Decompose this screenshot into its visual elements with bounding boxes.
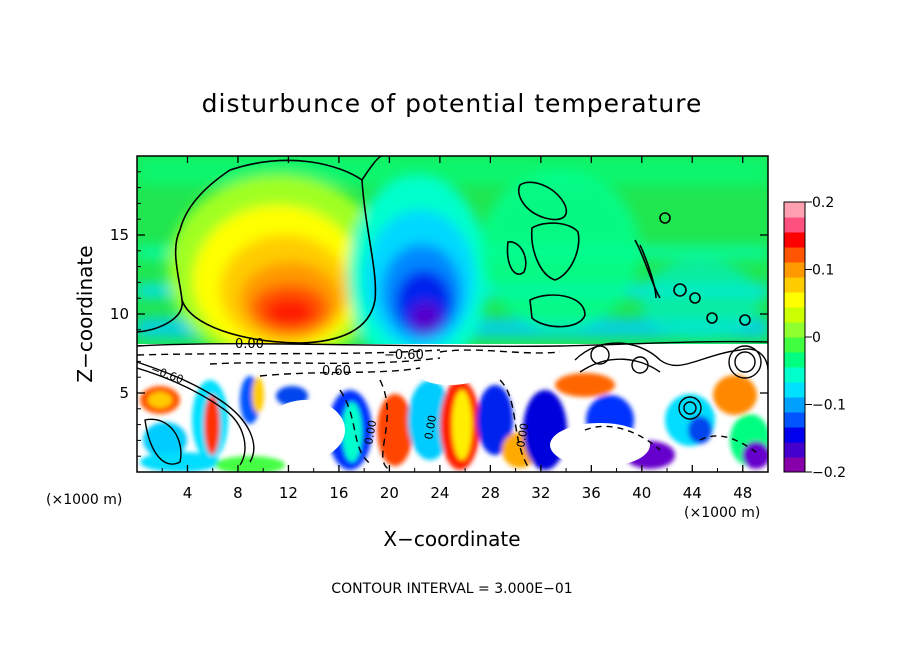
x-tick-label: 36 bbox=[582, 484, 601, 502]
y-tick-label: 10 bbox=[110, 305, 129, 323]
colorbar-swatch bbox=[784, 247, 805, 263]
colorbar-swatch bbox=[784, 352, 805, 368]
contour-lines-lower bbox=[137, 340, 768, 471]
colorbar-swatch bbox=[784, 277, 805, 293]
colorbar-swatch bbox=[784, 457, 805, 473]
x-tick-label: 20 bbox=[380, 484, 399, 502]
colorbar-swatch bbox=[784, 397, 805, 413]
y-axis-label: Z−coordinate bbox=[73, 245, 97, 382]
contour-interval-note: CONTOUR INTERVAL = 3.000E−01 bbox=[331, 581, 572, 597]
chart-title: disturbunce of potential temperature bbox=[202, 89, 703, 118]
x-tick-label: 28 bbox=[481, 484, 500, 502]
colorbar-swatch bbox=[784, 262, 805, 278]
colorbar-ticks: 0.2 0.1 0 −0.1 −0.2 bbox=[805, 195, 846, 481]
x-tick-label: 48 bbox=[733, 484, 752, 502]
colorbar-tick-label: 0 bbox=[812, 330, 821, 346]
contour-lines-upper bbox=[137, 156, 751, 344]
colorbar-swatch bbox=[784, 232, 805, 248]
colorbar-swatch bbox=[784, 412, 805, 428]
x-axis-label: X−coordinate bbox=[383, 527, 520, 551]
x-tick-label: 8 bbox=[233, 484, 243, 502]
colorbar-tick-label: 0.1 bbox=[812, 263, 834, 279]
x-tick-label: 40 bbox=[632, 484, 651, 502]
colorbar-tick-label: 0.2 bbox=[812, 195, 834, 211]
x-axis: 4 8 12 16 20 24 28 32 36 40 44 48 bbox=[161, 156, 752, 502]
colorbar-tick-label: −0.2 bbox=[812, 465, 846, 481]
colorbar-swatch bbox=[784, 292, 805, 308]
contour-label: 0.00 bbox=[514, 422, 531, 448]
colorbar-swatch bbox=[784, 337, 805, 353]
x-tick-label: 24 bbox=[430, 484, 449, 502]
x-tick-label: 44 bbox=[683, 484, 702, 502]
contour-label: 0.60 bbox=[322, 364, 351, 379]
colorbar-swatch bbox=[784, 322, 805, 338]
contour-label: 0.00 bbox=[235, 337, 264, 352]
x-unit-left: (×1000 m) bbox=[46, 492, 122, 508]
y-axis: 5 10 15 bbox=[110, 171, 768, 457]
x-tick-label: 16 bbox=[329, 484, 348, 502]
colorbar-swatch bbox=[784, 307, 805, 323]
colorbar-swatch bbox=[784, 442, 805, 458]
y-tick-label: 5 bbox=[119, 384, 129, 402]
heatmap-field: 0.00 0.60 −0.60 0.00 0.00 0.00 −0.60 bbox=[137, 156, 768, 472]
colorbar-swatch bbox=[784, 367, 805, 383]
contour-label: 0.00 bbox=[362, 419, 379, 445]
x-tick-label: 4 bbox=[183, 484, 193, 502]
colorbar-swatch bbox=[784, 382, 805, 398]
colorbar-tick-label: −0.1 bbox=[812, 398, 846, 414]
colorbar-swatch bbox=[784, 217, 805, 233]
x-tick-label: 32 bbox=[531, 484, 550, 502]
x-unit-right: (×1000 m) bbox=[684, 505, 760, 521]
colorbar-swatch bbox=[784, 202, 805, 218]
contour-label: −0.60 bbox=[384, 348, 424, 363]
contour-label: 0.00 bbox=[422, 414, 439, 440]
colorbar-swatch bbox=[784, 427, 805, 443]
colorbar bbox=[784, 202, 805, 473]
y-tick-label: 15 bbox=[110, 226, 129, 244]
x-tick-label: 12 bbox=[279, 484, 298, 502]
